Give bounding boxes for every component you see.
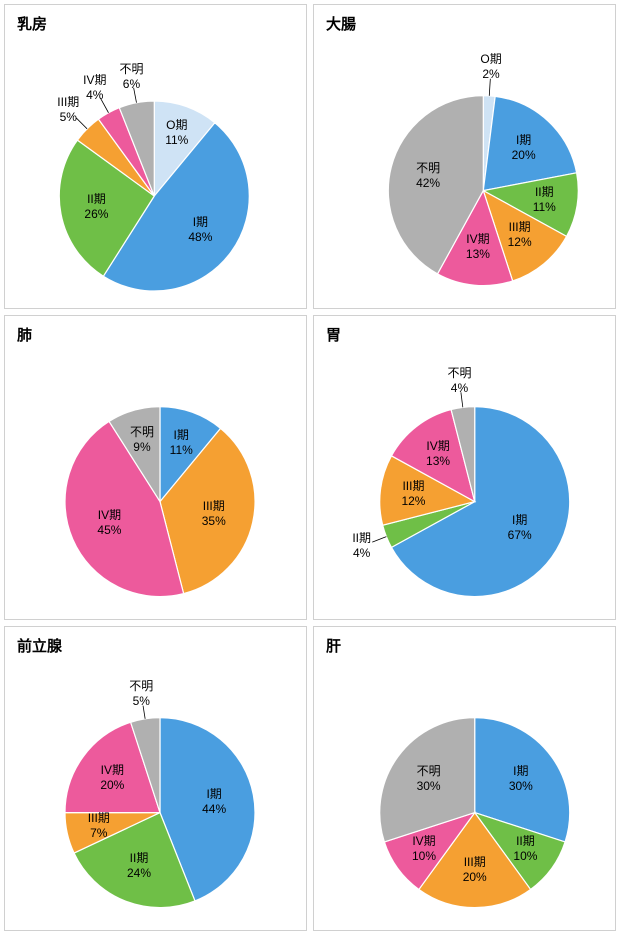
chart-panel: 胃I期67%II期4%III期12%IV期13%不明4% xyxy=(313,315,616,620)
chart-title: 肝 xyxy=(326,635,607,656)
chart-grid: 乳房O期11%I期48%II期26%III期5%IV期4%不明6%大腸O期2%I… xyxy=(4,4,616,931)
chart-panel: 前立腺I期44%II期24%III期7%IV期20%不明5% xyxy=(4,626,307,931)
chart-panel: 肝I期30%II期10%III期20%IV期10%不明30% xyxy=(313,626,616,931)
chart-title: 胃 xyxy=(326,324,607,345)
chart-area: I期44%II期24%III期7%IV期20%不明5% xyxy=(17,656,298,926)
pie-chart xyxy=(17,34,303,304)
chart-panel: 大腸O期2%I期20%II期11%III期12%IV期13%不明42% xyxy=(313,4,616,309)
chart-area: O期11%I期48%II期26%III期5%IV期4%不明6% xyxy=(17,34,298,304)
chart-area: I期30%II期10%III期20%IV期10%不明30% xyxy=(326,656,607,926)
pie-chart xyxy=(326,34,612,304)
chart-area: I期11%III期35%IV期45%不明9% xyxy=(17,345,298,615)
chart-panel: 肺I期11%III期35%IV期45%不明9% xyxy=(4,315,307,620)
chart-title: 乳房 xyxy=(17,13,298,34)
chart-title: 前立腺 xyxy=(17,635,298,656)
pie-chart xyxy=(326,345,612,615)
pie-chart xyxy=(326,656,612,926)
chart-title: 大腸 xyxy=(326,13,607,34)
chart-panel: 乳房O期11%I期48%II期26%III期5%IV期4%不明6% xyxy=(4,4,307,309)
chart-title: 肺 xyxy=(17,324,298,345)
pie-chart xyxy=(17,345,303,615)
chart-area: O期2%I期20%II期11%III期12%IV期13%不明42% xyxy=(326,34,607,304)
pie-chart xyxy=(17,656,303,926)
chart-area: I期67%II期4%III期12%IV期13%不明4% xyxy=(326,345,607,615)
